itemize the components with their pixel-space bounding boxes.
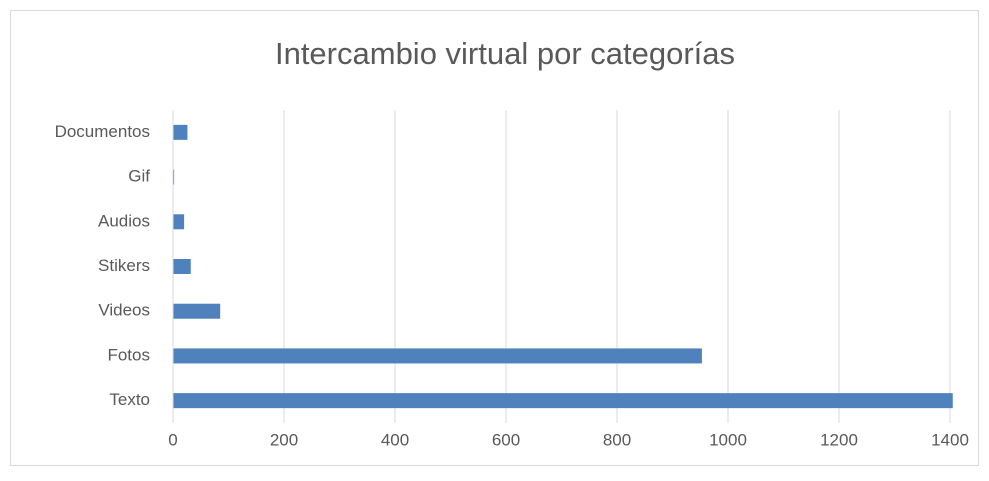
x-tick-label: 600	[492, 430, 520, 449]
bar	[173, 393, 953, 409]
y-tick-label: Stikers	[98, 256, 150, 275]
x-tick-label: 200	[270, 430, 298, 449]
x-tick-label: 400	[381, 430, 409, 449]
y-tick-label: Gif	[128, 167, 150, 186]
x-tick-label: 1000	[709, 430, 747, 449]
x-tick-label: 0	[168, 430, 177, 449]
bar	[173, 348, 702, 364]
y-tick-label: Texto	[109, 390, 150, 409]
y-tick-label: Audios	[98, 211, 150, 230]
x-tick-label: 800	[603, 430, 631, 449]
chart-border	[10, 10, 979, 466]
y-tick-label: Documentos	[55, 122, 150, 141]
bar	[173, 124, 188, 140]
y-tick-label: Videos	[98, 301, 150, 320]
bar	[173, 214, 185, 230]
chart-title: Intercambio virtual por categorías	[275, 36, 735, 71]
x-tick-label: 1400	[931, 430, 969, 449]
bar	[173, 303, 221, 319]
y-tick-label: Fotos	[107, 345, 150, 364]
x-tick-label: 1200	[820, 430, 858, 449]
bar	[173, 169, 175, 185]
bar	[173, 259, 191, 274]
